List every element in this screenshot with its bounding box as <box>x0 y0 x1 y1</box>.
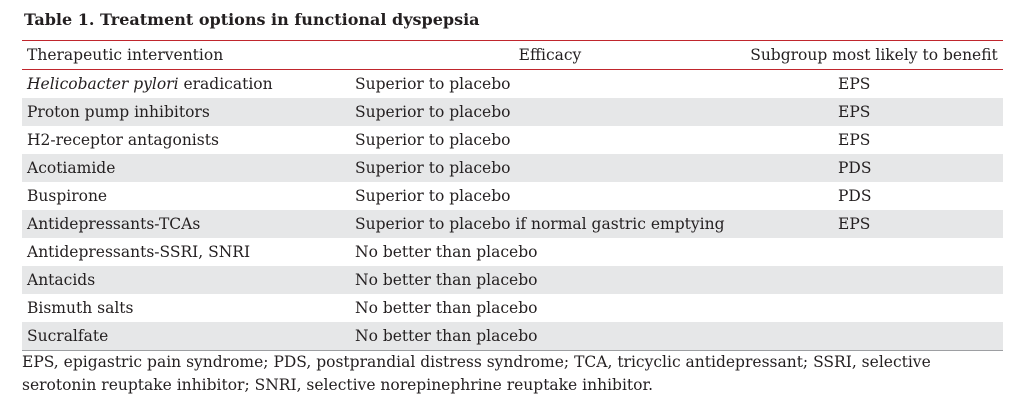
intervention-cell: Helicobacter pylori eradication <box>22 70 355 99</box>
table-row: Bismuth salts No better than placebo <box>22 294 1003 322</box>
efficacy-cell: Superior to placebo <box>355 187 511 205</box>
efficacy-cell: Superior to placebo <box>355 131 511 149</box>
table-row: Buspirone Superior to placebo PDS <box>22 182 1003 210</box>
subgroup-cell <box>745 322 1003 351</box>
table-row: Proton pump inhibitors Superior to place… <box>22 98 1003 126</box>
intervention-cell: H2-receptor antagonists <box>27 131 219 149</box>
intervention-text: eradication <box>178 75 273 93</box>
intervention-cell: Bismuth salts <box>27 299 134 317</box>
intervention-cell: Sucralfate <box>27 327 109 345</box>
table-row: H2-receptor antagonists Superior to plac… <box>22 126 1003 154</box>
table-header-row: Therapeutic intervention Efficacy Subgro… <box>22 40 1003 70</box>
efficacy-cell: No better than placebo <box>355 299 538 317</box>
efficacy-cell: No better than placebo <box>355 327 538 345</box>
subgroup-cell <box>745 238 1003 266</box>
efficacy-cell: Superior to placebo <box>355 159 511 177</box>
subgroup-cell: PDS <box>838 159 872 177</box>
efficacy-cell: Superior to placebo <box>355 75 511 93</box>
column-header-efficacy: Efficacy <box>518 46 582 64</box>
subgroup-cell: EPS <box>838 131 871 149</box>
column-header-intervention: Therapeutic intervention <box>27 46 224 64</box>
table-footnote: EPS, epigastric pain syndrome; PDS, post… <box>22 353 931 394</box>
subgroup-cell: EPS <box>838 215 871 233</box>
efficacy-cell: Superior to placebo <box>355 103 511 121</box>
table-row: Antacids No better than placebo <box>22 266 1003 294</box>
intervention-cell: Proton pump inhibitors <box>27 103 210 121</box>
treatment-table: Therapeutic intervention Efficacy Subgro… <box>22 40 1003 351</box>
subgroup-cell <box>745 294 1003 322</box>
efficacy-cell: No better than placebo <box>355 243 538 261</box>
intervention-cell: Acotiamide <box>27 159 116 177</box>
intervention-italic-text: Helicobacter pylori <box>27 75 179 93</box>
efficacy-cell: Superior to placebo if normal gastric em… <box>355 215 725 233</box>
table-caption: Table 1. Treatment options in functional… <box>24 10 480 29</box>
subgroup-cell <box>745 266 1003 294</box>
column-header-subgroup: Subgroup most likely to benefit <box>750 46 998 64</box>
efficacy-cell: No better than placebo <box>355 271 538 289</box>
table-row: Antidepressants-SSRI, SNRI No better tha… <box>22 238 1003 266</box>
intervention-cell: Antidepressants-SSRI, SNRI <box>27 243 251 261</box>
subgroup-cell: EPS <box>838 75 871 93</box>
intervention-cell: Buspirone <box>27 187 108 205</box>
intervention-cell: Antidepressants-TCAs <box>27 215 201 233</box>
intervention-cell: Antacids <box>27 271 96 289</box>
table-row: Sucralfate No better than placebo <box>22 322 1003 351</box>
table-row: Helicobacter pylori eradication Superior… <box>22 70 1003 99</box>
subgroup-cell: PDS <box>838 187 872 205</box>
table-row: Antidepressants-TCAs Superior to placebo… <box>22 210 1003 238</box>
table-row: Acotiamide Superior to placebo PDS <box>22 154 1003 182</box>
subgroup-cell: EPS <box>838 103 871 121</box>
